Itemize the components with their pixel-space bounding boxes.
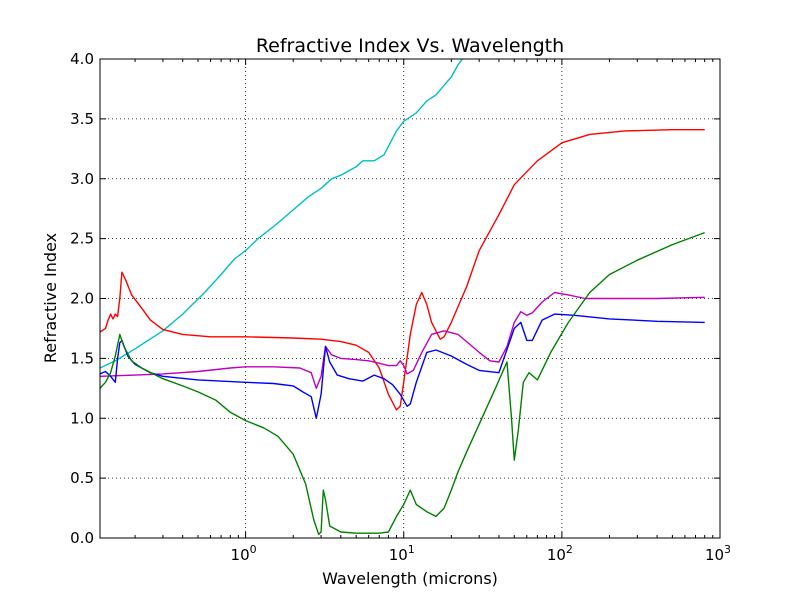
series-line-4 bbox=[100, 313, 705, 419]
x-tick-label: 102 bbox=[547, 543, 573, 564]
series-line-5 bbox=[100, 231, 705, 536]
y-tick-label: 2.0 bbox=[70, 290, 94, 308]
x-tick-exponent: 1 bbox=[408, 543, 415, 556]
series-layer bbox=[100, 59, 705, 536]
y-tick-label: 3.0 bbox=[70, 170, 94, 188]
y-tick-label: 2.5 bbox=[70, 230, 94, 248]
y-tick-label: 3.5 bbox=[70, 110, 94, 128]
y-tick-label: 1.0 bbox=[70, 409, 94, 427]
y-tick-label: 1.5 bbox=[70, 349, 94, 367]
chart-title: Refractive Index Vs. Wavelength bbox=[256, 35, 564, 57]
x-tick-exponent: 0 bbox=[250, 543, 257, 556]
y-tick-label: 0.5 bbox=[70, 469, 94, 487]
series-line-3 bbox=[100, 291, 705, 389]
x-tick-base: 10 bbox=[231, 546, 250, 564]
x-tick-base: 10 bbox=[389, 546, 408, 564]
x-tick-exponent: 3 bbox=[724, 543, 731, 556]
x-tick-base: 10 bbox=[547, 546, 566, 564]
y-tick-label: 0.0 bbox=[70, 529, 94, 547]
x-tick-label: 103 bbox=[705, 543, 731, 564]
x-tick-base: 10 bbox=[705, 546, 724, 564]
series-line-1 bbox=[100, 59, 463, 369]
x-tick-label: 100 bbox=[231, 543, 257, 564]
x-tick-exponent: 2 bbox=[566, 543, 573, 556]
y-tick-label: 4.0 bbox=[70, 50, 94, 68]
y-axis-label: Refractive Index bbox=[41, 233, 60, 363]
series-line-2 bbox=[100, 128, 705, 411]
x-tick-label: 101 bbox=[389, 543, 415, 564]
x-axis-label: Wavelength (microns) bbox=[322, 569, 498, 588]
